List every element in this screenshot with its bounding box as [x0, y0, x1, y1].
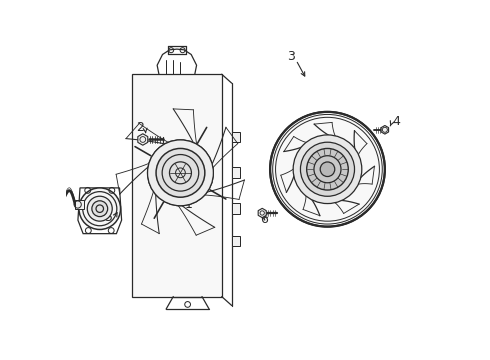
Bar: [232, 203, 240, 214]
Circle shape: [300, 142, 355, 196]
Polygon shape: [138, 134, 148, 145]
Bar: [232, 167, 240, 178]
Circle shape: [79, 188, 121, 229]
Circle shape: [270, 112, 385, 226]
Text: 6: 6: [260, 213, 268, 226]
Text: 4: 4: [392, 115, 400, 128]
Bar: [75, 200, 84, 209]
Circle shape: [92, 201, 108, 217]
Bar: [49, 183, 57, 190]
Circle shape: [156, 148, 205, 197]
Circle shape: [307, 148, 348, 190]
Circle shape: [293, 135, 362, 203]
Circle shape: [87, 196, 112, 221]
Circle shape: [156, 148, 205, 197]
Circle shape: [147, 140, 213, 206]
Polygon shape: [381, 126, 389, 134]
Bar: [232, 132, 240, 142]
Text: 3: 3: [287, 50, 294, 63]
Circle shape: [147, 140, 213, 206]
Circle shape: [320, 162, 335, 176]
Text: 2: 2: [136, 121, 144, 134]
Text: 5: 5: [105, 211, 113, 224]
Text: 1: 1: [185, 198, 193, 211]
Polygon shape: [258, 208, 266, 218]
Polygon shape: [132, 74, 221, 297]
Bar: [232, 235, 240, 246]
